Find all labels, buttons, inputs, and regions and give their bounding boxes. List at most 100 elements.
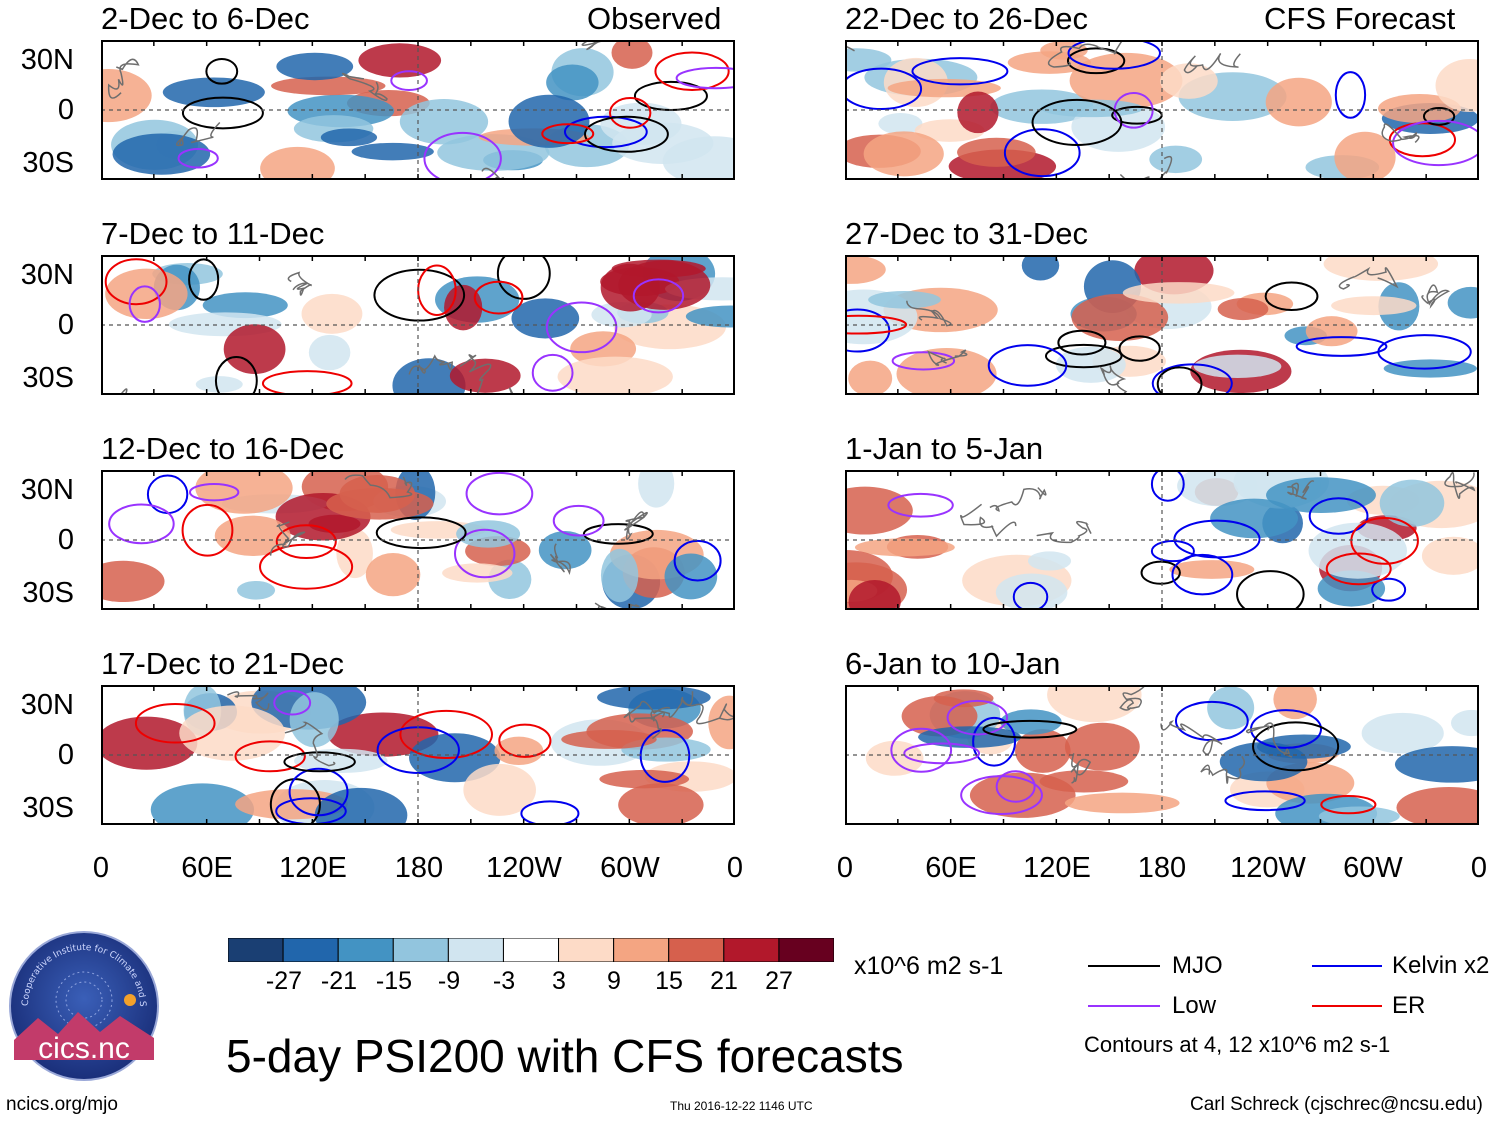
anomaly-shading bbox=[1378, 94, 1461, 124]
lat-label-eq: 0 bbox=[57, 309, 74, 341]
forecast-header: CFS Forecast bbox=[1264, 1, 1456, 36]
anomaly-shading bbox=[1027, 551, 1072, 571]
anomaly-shading bbox=[260, 146, 335, 180]
anomaly-shading bbox=[1122, 282, 1235, 304]
wave-contour bbox=[473, 280, 524, 315]
wave-contour bbox=[108, 503, 175, 545]
coastline bbox=[1119, 685, 1147, 711]
map-frame bbox=[845, 40, 1479, 180]
wave-contour bbox=[1150, 470, 1185, 502]
coastline bbox=[269, 521, 306, 556]
anomaly-shading bbox=[327, 712, 439, 757]
anomaly-shading bbox=[1266, 477, 1376, 513]
coastline bbox=[549, 543, 571, 576]
map-panel-obs-4 bbox=[101, 685, 735, 825]
coastline bbox=[1160, 720, 1223, 755]
anomaly-shading bbox=[1396, 786, 1479, 825]
anomaly-shading bbox=[933, 689, 994, 708]
wave-contour bbox=[453, 528, 516, 579]
anomaly-shading bbox=[618, 260, 711, 310]
anomaly-shading bbox=[308, 334, 351, 371]
anomaly-shading bbox=[314, 787, 408, 825]
anomaly-shading bbox=[1447, 286, 1479, 319]
wave-contour bbox=[234, 740, 306, 773]
colorbar-swatch bbox=[723, 937, 780, 963]
anomaly-shading bbox=[664, 553, 718, 600]
lon-label: 180 bbox=[1137, 852, 1187, 884]
panel-title-fc-2: 27-Dec to 31-Dec bbox=[845, 216, 1088, 251]
lat-label-30n: 30N bbox=[20, 689, 74, 721]
coastline bbox=[1200, 755, 1245, 784]
anomaly-shading bbox=[399, 99, 489, 145]
wave-contour bbox=[1264, 281, 1319, 312]
wave-contour bbox=[946, 699, 1009, 736]
wave-contour bbox=[423, 131, 502, 180]
wave-contour bbox=[1308, 497, 1369, 535]
wave-contour bbox=[188, 483, 240, 502]
anomaly-shading bbox=[1217, 298, 1269, 321]
wave-contour bbox=[845, 314, 908, 335]
anomaly-shading bbox=[351, 142, 434, 161]
anomaly-shading bbox=[597, 685, 711, 710]
panel-title-fc-3: 1-Jan to 5-Jan bbox=[845, 431, 1044, 466]
colorbar-tick: -3 bbox=[492, 967, 516, 995]
coastline bbox=[1421, 284, 1451, 309]
anomaly-shading bbox=[662, 136, 735, 180]
lat-label-30n: 30N bbox=[20, 474, 74, 506]
colorbar-units: x10^6 m2 s-1 bbox=[854, 952, 1004, 980]
map-panel-fc-1 bbox=[845, 40, 1479, 180]
anomaly-shading bbox=[442, 563, 513, 583]
lat-label-eq: 0 bbox=[57, 524, 74, 556]
wave-contour bbox=[181, 503, 234, 557]
wave-contour bbox=[275, 524, 337, 559]
anomaly-shading bbox=[600, 548, 639, 603]
lat-label-30s: 30S bbox=[22, 577, 74, 609]
anomaly-shading bbox=[561, 729, 657, 749]
anomaly-shading bbox=[1149, 145, 1203, 174]
coastline bbox=[960, 503, 1017, 538]
coastline bbox=[989, 487, 1047, 512]
anomaly-shading bbox=[105, 268, 188, 320]
anomaly-shading bbox=[1207, 686, 1255, 730]
colorbar-swatch bbox=[502, 937, 560, 963]
legend-line-low bbox=[1088, 1005, 1160, 1007]
legend-label-mjo: MJO bbox=[1172, 952, 1223, 979]
coastline bbox=[1245, 722, 1293, 758]
anomaly-shading bbox=[508, 94, 590, 148]
colorbar-tick: 21 bbox=[710, 967, 738, 995]
lon-label: 180 bbox=[394, 852, 444, 884]
wave-contour bbox=[1295, 336, 1388, 357]
colorbar-swatch bbox=[447, 937, 504, 963]
legend-label-er: ER bbox=[1392, 992, 1426, 1019]
anomaly-shading bbox=[463, 763, 536, 816]
anomaly-shading bbox=[223, 324, 286, 374]
legend-line-er bbox=[1312, 1005, 1382, 1007]
colorbar-swatch bbox=[337, 937, 394, 963]
lon-label: 60E bbox=[925, 852, 977, 884]
wave-contour bbox=[390, 70, 428, 91]
lon-label: 0 bbox=[726, 852, 744, 884]
wave-contour bbox=[845, 67, 923, 110]
wave-contour bbox=[608, 97, 652, 129]
anomaly-shading bbox=[1160, 63, 1218, 99]
colorbar bbox=[227, 937, 835, 963]
map-panel-fc-4 bbox=[845, 685, 1479, 825]
lat-label-30n: 30N bbox=[20, 44, 74, 76]
footer-author: Carl Schreck (cjschrec@ncsu.edu) bbox=[1190, 1094, 1483, 1115]
footer-url[interactable]: ncics.org/mjo bbox=[6, 1094, 118, 1115]
anomaly-shading bbox=[301, 293, 363, 334]
wave-contour bbox=[1118, 335, 1161, 362]
wave-contour bbox=[134, 702, 216, 744]
wave-contour bbox=[261, 370, 353, 395]
wave-contour bbox=[1350, 517, 1419, 565]
anomaly-shading bbox=[101, 560, 165, 603]
wave-contour bbox=[1057, 329, 1107, 356]
coastline bbox=[1047, 40, 1124, 68]
anomaly-shading bbox=[1193, 354, 1282, 379]
anomaly-shading bbox=[365, 553, 421, 597]
anomaly-shading bbox=[854, 538, 955, 557]
anomaly-shading bbox=[271, 76, 386, 96]
lat-label-30s: 30S bbox=[22, 362, 74, 394]
anomaly-shading bbox=[494, 736, 544, 766]
wave-contour bbox=[982, 719, 1078, 739]
